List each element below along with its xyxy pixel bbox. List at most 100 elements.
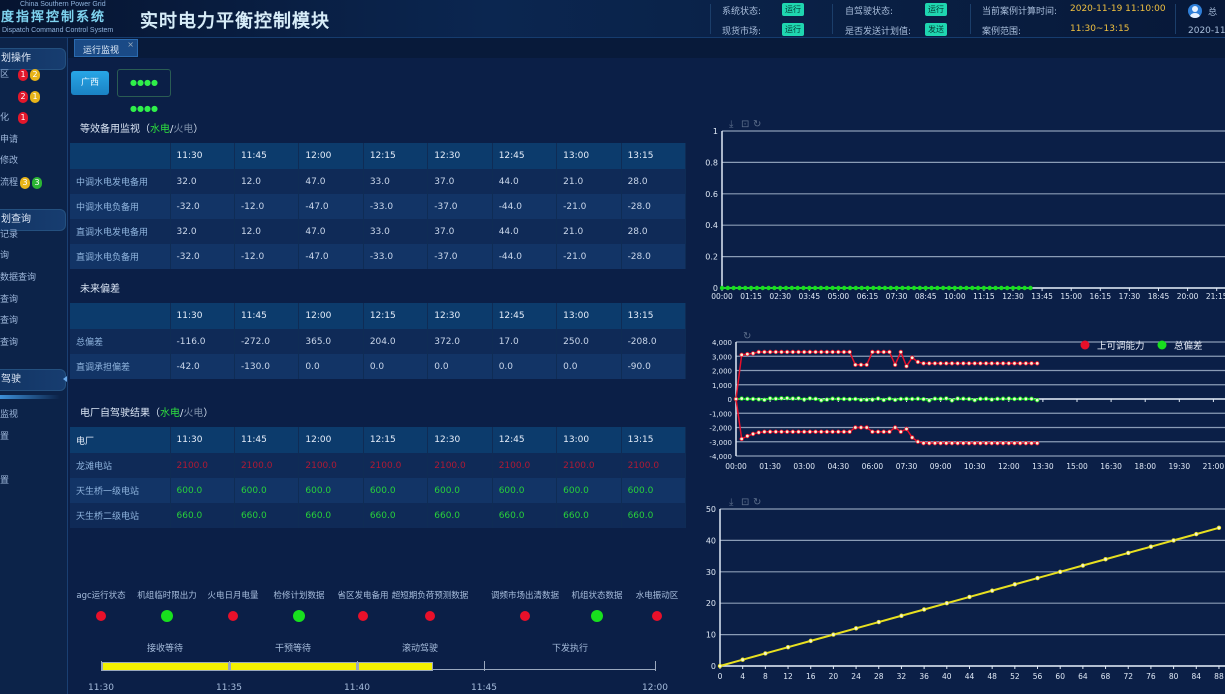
table-cell: 660.0 [170, 503, 235, 528]
y-tick-label: 0 [713, 284, 718, 293]
region-button[interactable]: 广西 [71, 71, 109, 95]
sidebar-item[interactable] [0, 395, 60, 399]
table-row: 直调水电发电备用 32.0 12.0 47.0 33.0 37.0 44.0 21.0 28.0 [70, 219, 687, 244]
legend-label: 总偏差 [1174, 340, 1203, 352]
table-cell: 21.0 [556, 169, 622, 194]
data-point [875, 349, 881, 355]
progress-tick [357, 661, 358, 671]
status-light-label: 检修计划数据 [273, 591, 325, 601]
data-point [927, 398, 932, 403]
sidebar-item[interactable]: 置 [0, 474, 16, 488]
tab-run-monitor[interactable]: 运行监视 × [74, 39, 138, 57]
data-point [836, 285, 841, 291]
sidebar-item[interactable] [0, 452, 16, 466]
sidebar-section-header[interactable]: 划操作 [0, 48, 66, 70]
x-tick-label: 03:00 [793, 462, 815, 471]
sidebar-item[interactable]: 申请 [0, 133, 18, 147]
sidebar-item[interactable]: 询 [0, 249, 16, 263]
count-badge: 1 [30, 90, 40, 103]
x-tick-label: 16:30 [1100, 462, 1122, 471]
sidebar-section-header[interactable]: 划查询 [0, 209, 66, 231]
table-cell: 44.0 [492, 219, 558, 244]
data-point [830, 396, 835, 401]
sidebar-item-label: 申请 [0, 135, 19, 145]
close-icon[interactable]: × [127, 40, 134, 49]
x-tick-label: 06:00 [862, 462, 884, 471]
sidebar-item[interactable]: 查询 [0, 314, 18, 328]
data-point [944, 440, 949, 446]
user-name[interactable]: 总 [1208, 8, 1218, 18]
status-light-label: 机组临时限出力 [137, 591, 197, 601]
table-cell: 2100.0 [298, 453, 364, 478]
table-cell: 365.0 [298, 329, 364, 354]
restore-icon[interactable]: ↻ [743, 331, 751, 342]
collapse-sidebar-icon[interactable] [63, 376, 67, 382]
table-cell: -272.0 [234, 329, 300, 354]
x-tick-label: 05:00 [828, 292, 850, 301]
download-icon[interactable]: ⤓ [729, 119, 734, 130]
table-cell: 660.0 [363, 503, 429, 528]
data-view-icon[interactable]: ⊡ [741, 497, 749, 508]
table-header-row: 电厂 11:30 11:45 12:00 12:15 12:30 12:45 13:00 13:… [70, 427, 687, 453]
data-point [1035, 361, 1040, 366]
status-light-red [96, 611, 106, 621]
progress-stage-label: 滚动驾驶 [401, 644, 439, 654]
data-point [1126, 550, 1131, 556]
data-point [995, 396, 1000, 402]
y-tick-label: 3,000 [712, 353, 732, 361]
data-point [777, 285, 783, 291]
sidebar-item[interactable]: 查询 [0, 336, 18, 350]
data-point [909, 435, 915, 440]
data-point [989, 588, 995, 593]
x-tick-label: 13:30 [1032, 462, 1054, 471]
status-light-label: 火电日月电量 [207, 591, 259, 601]
table-cell: -21.0 [556, 244, 622, 269]
calc-time-label: 当前案例计算时间: [982, 7, 1058, 17]
data-point [807, 285, 812, 291]
tab-bar: 运行监视 × [68, 38, 1225, 58]
data-point [836, 396, 841, 402]
data-point [909, 396, 915, 402]
download-icon[interactable]: ⤓ [729, 497, 734, 508]
x-tick-label: 12:00 [998, 462, 1020, 471]
data-point [831, 632, 836, 637]
sidebar-item[interactable]: 数据查询 [0, 271, 36, 285]
divider [710, 4, 711, 34]
restore-icon[interactable]: ↻ [753, 497, 761, 508]
x-tick-label: 64 [1078, 672, 1088, 681]
table-cell: 0.0 [427, 354, 493, 379]
sidebar-section-header[interactable]: 驾驶 [0, 369, 66, 391]
x-tick-label: 12 [783, 672, 793, 681]
data-point [750, 396, 756, 402]
reserve-table: 11:30 11:45 12:00 12:15 12:30 12:45 13:00 13:15… [70, 143, 687, 269]
data-point [870, 397, 875, 402]
sidebar-item-label: 记录 [0, 230, 19, 240]
sidebar-item[interactable]: 查询 [0, 293, 18, 307]
sidebar-item[interactable]: 记录 [0, 228, 18, 242]
data-point [756, 430, 761, 435]
row-label: 直调水电负备用 [70, 244, 171, 269]
data-point [876, 619, 881, 625]
sidebar-item[interactable]: 流程 3 3 [0, 176, 43, 190]
data-point [784, 349, 790, 355]
restore-icon[interactable]: ↻ [753, 119, 761, 130]
user-avatar-icon[interactable] [1188, 4, 1202, 18]
sidebar-item-label: 查询 [0, 338, 19, 348]
sidebar-item[interactable]: 监视 [0, 408, 18, 422]
x-tick-label: 10:00 [944, 292, 966, 301]
data-point [824, 349, 830, 355]
data-point [944, 361, 949, 366]
sidebar-item[interactable]: 置 [0, 430, 16, 444]
data-point [858, 397, 864, 403]
table-cell: 0.0 [556, 354, 622, 379]
data-point [740, 657, 745, 662]
table-cell: -12.0 [234, 194, 300, 219]
autopilot-status-badge: 运行 [925, 3, 947, 16]
y-tick-label: -2,000 [709, 425, 732, 433]
data-view-icon[interactable]: ⊡ [741, 119, 749, 130]
sidebar-item[interactable]: 修改 [0, 154, 18, 168]
table-cell: -90.0 [621, 354, 687, 379]
